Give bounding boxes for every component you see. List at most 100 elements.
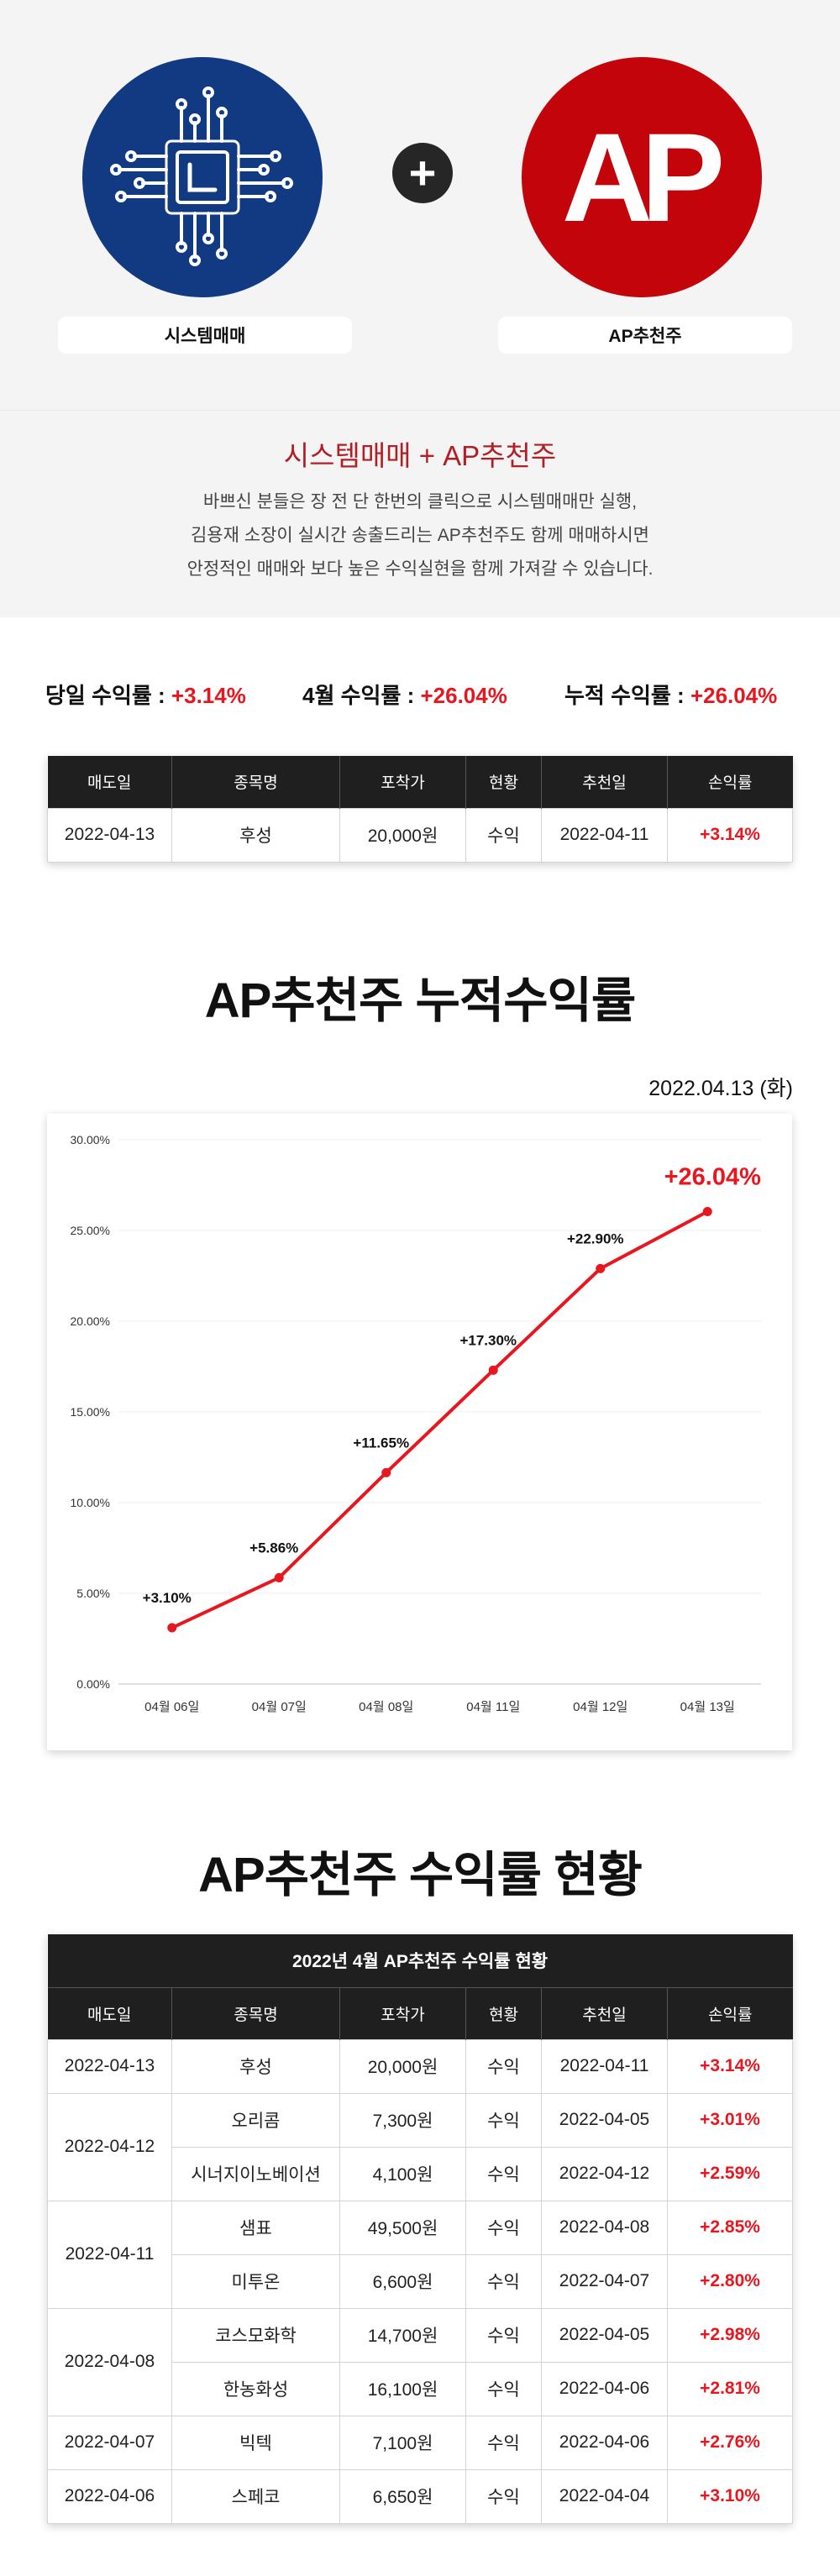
hero-title: 시스템매매 + AP추천주 (283, 440, 557, 471)
price-cell: 20,000원 (339, 807, 466, 863)
total-return-stat: 누적 수익률 : +26.04% (564, 679, 777, 710)
table-row: 2022-04-06 스페코 6,650원 수익 2022-04-04 +3.1… (47, 2468, 794, 2524)
table-caption: 2022년 4월 AP추천주 수익률 현황 (47, 1934, 793, 1988)
price-cell: 49,500원 (339, 2200, 466, 2255)
data-label: +3.10% (143, 1590, 192, 1606)
column-header: 매도일 (47, 1987, 172, 2039)
stock-name-cell: 후성 (171, 2038, 340, 2094)
data-point (702, 1207, 712, 1217)
return-cell: +3.10% (666, 2468, 794, 2524)
series-line (171, 1209, 709, 1629)
status-cell: 수익 (465, 2307, 542, 2363)
data-point (488, 1365, 498, 1375)
y-tick-label: 10.00% (71, 1496, 110, 1509)
today-return-label: 당일 수익률 : (45, 683, 171, 708)
stock-name-cell: 코스모화학 (171, 2307, 340, 2363)
stock-name-cell: 스페코 (171, 2468, 340, 2524)
status-cell: 수익 (465, 807, 542, 863)
chart-svg: 0.00% 5.00% 10.00% 15.00% 20.00% 25.00% 30.00%… (71, 1133, 762, 1714)
x-tick-label: 04월 11일 (466, 1700, 520, 1714)
x-tick-label: 04월 08일 (359, 1700, 413, 1714)
status-cell: 수익 (465, 2092, 542, 2148)
status-cell: 수익 (465, 2038, 542, 2094)
ap-recommend-label: AP추천주 (498, 317, 792, 354)
data-point (167, 1623, 177, 1633)
month-return-label: 4월 수익률 : (302, 683, 421, 708)
hero-section: + AP 시스템매매 AP추천주 시스템매매 + AP추천주 바쁘신 분들은 장… (0, 0, 840, 617)
sell-date-cell: 2022-04-13 (47, 807, 172, 863)
table-row: 2022-04-08 코스모화학 14,700원 수익 2022-04-05 +… (47, 2307, 794, 2416)
data-label: +26.04% (664, 1164, 762, 1191)
chart-section-title: AP추천주 누적수익률 (204, 973, 637, 1028)
rec-date-cell: 2022-04-06 (541, 2361, 668, 2416)
table-header-row: 매도일 종목명 포착가 현황 추천일 손익률 (47, 1987, 793, 2039)
rec-date-cell: 2022-04-05 (541, 2092, 668, 2148)
table-row: 2022-04-13 후성 20,000원 수익 2022-04-11 +3.1… (47, 2038, 794, 2094)
table-section-title: AP추천주 수익률 현황 (198, 1848, 643, 1902)
table-caption-row: 2022년 4월 AP추천주 수익률 현황 (47, 1934, 793, 1988)
status-cell: 수익 (465, 2361, 542, 2416)
table-row: 시너지이노베이션 4,100원 수익 2022-04-12 +2.59% (48, 2146, 794, 2201)
data-label: +11.65% (353, 1435, 409, 1451)
price-cell: 7,100원 (339, 2415, 466, 2470)
rec-date-cell: 2022-04-04 (541, 2468, 668, 2524)
return-cell: +2.98% (666, 2307, 794, 2363)
price-cell: 20,000원 (339, 2038, 466, 2094)
system-trading-label: 시스템매매 (58, 317, 352, 354)
column-header: 손익률 (667, 756, 793, 808)
return-cell: +2.76% (666, 2415, 794, 2470)
sell-date-cell: 2022-04-12 (47, 2092, 172, 2201)
chip-icon (110, 87, 293, 266)
total-return-label: 누적 수익률 : (564, 683, 690, 708)
column-header: 포착가 (339, 1987, 466, 2039)
stock-name-cell: 후성 (171, 807, 340, 863)
rec-date-cell: 2022-04-08 (541, 2200, 668, 2255)
data-point (274, 1572, 284, 1582)
column-header: 현황 (465, 1987, 542, 2039)
plus-icon: + (392, 143, 453, 203)
hero-divider (0, 410, 840, 411)
system-trading-logo (82, 57, 323, 297)
y-tick-label: 0.00% (76, 1677, 110, 1691)
return-cell: +2.85% (666, 2200, 794, 2255)
table-row: 2022-04-07 빅텍 7,100원 수익 2022-04-06 +2.76… (47, 2415, 794, 2470)
column-header: 포착가 (339, 756, 466, 808)
status-cell: 수익 (465, 2468, 542, 2524)
price-cell: 14,700원 (339, 2307, 466, 2363)
x-tick-label: 04월 06일 (144, 1700, 199, 1714)
month-return-value: +26.04% (420, 683, 507, 708)
table-header-row: 매도일 종목명 포착가 현황 추천일 손익률 (47, 756, 793, 808)
status-cell: 수익 (465, 2253, 542, 2309)
y-tick-label: 15.00% (71, 1405, 110, 1419)
column-header: 추천일 (541, 1987, 668, 2039)
ap-logo: AP (522, 57, 762, 297)
hero-desc-line: 안정적인 매매와 보다 높은 수익실현을 함께 가져갈 수 있습니다. (186, 559, 654, 579)
return-cell: +3.14% (666, 2038, 794, 2094)
y-tick-label: 20.00% (71, 1314, 110, 1328)
rec-date-cell: 2022-04-12 (541, 2146, 668, 2201)
table-row: 2022-04-11 샘표 49,500원 수익 2022-04-08 +2.8… (47, 2200, 794, 2309)
data-point (381, 1467, 391, 1477)
price-cell: 6,600원 (339, 2253, 466, 2309)
sell-date-cell: 2022-04-06 (47, 2468, 172, 2524)
data-label: +22.90% (567, 1230, 624, 1246)
rec-date-cell: 2022-04-11 (541, 2038, 668, 2094)
price-cell: 4,100원 (339, 2146, 466, 2201)
today-return-stat: 당일 수익률 : +3.14% (45, 679, 246, 710)
rec-date-cell: 2022-04-06 (541, 2415, 668, 2470)
today-result-table: 매도일 종목명 포착가 현황 추천일 손익률 2022-04-13 후성 20,… (47, 756, 793, 863)
hero-desc-line: 김용재 소장이 실시간 송출드리는 AP추천주도 함께 매매하시면 (190, 526, 650, 545)
sell-date-cell: 2022-04-08 (47, 2307, 172, 2416)
status-cell: 수익 (465, 2200, 542, 2255)
x-tick-label: 04월 13일 (680, 1700, 735, 1714)
status-cell: 수익 (465, 2146, 542, 2201)
price-cell: 7,300원 (339, 2092, 466, 2148)
sell-date-cell: 2022-04-13 (47, 2038, 172, 2094)
hero-description: 바쁘신 분들은 장 전 단 한번의 클릭으로 시스템매매만 실행, 김용재 소장… (0, 485, 840, 586)
table-row: 2022-04-13 후성 20,000원 수익 2022-04-11 +3.1… (47, 807, 793, 863)
month-return-stat: 4월 수익률 : +26.04% (302, 679, 507, 710)
return-cell: +3.14% (667, 807, 793, 863)
price-cell: 6,650원 (339, 2468, 466, 2524)
stock-name-cell: 시너지이노베이션 (171, 2146, 340, 2201)
table-row: 2022-04-12 오리콤 7,300원 수익 2022-04-05 +3.0… (47, 2092, 794, 2201)
